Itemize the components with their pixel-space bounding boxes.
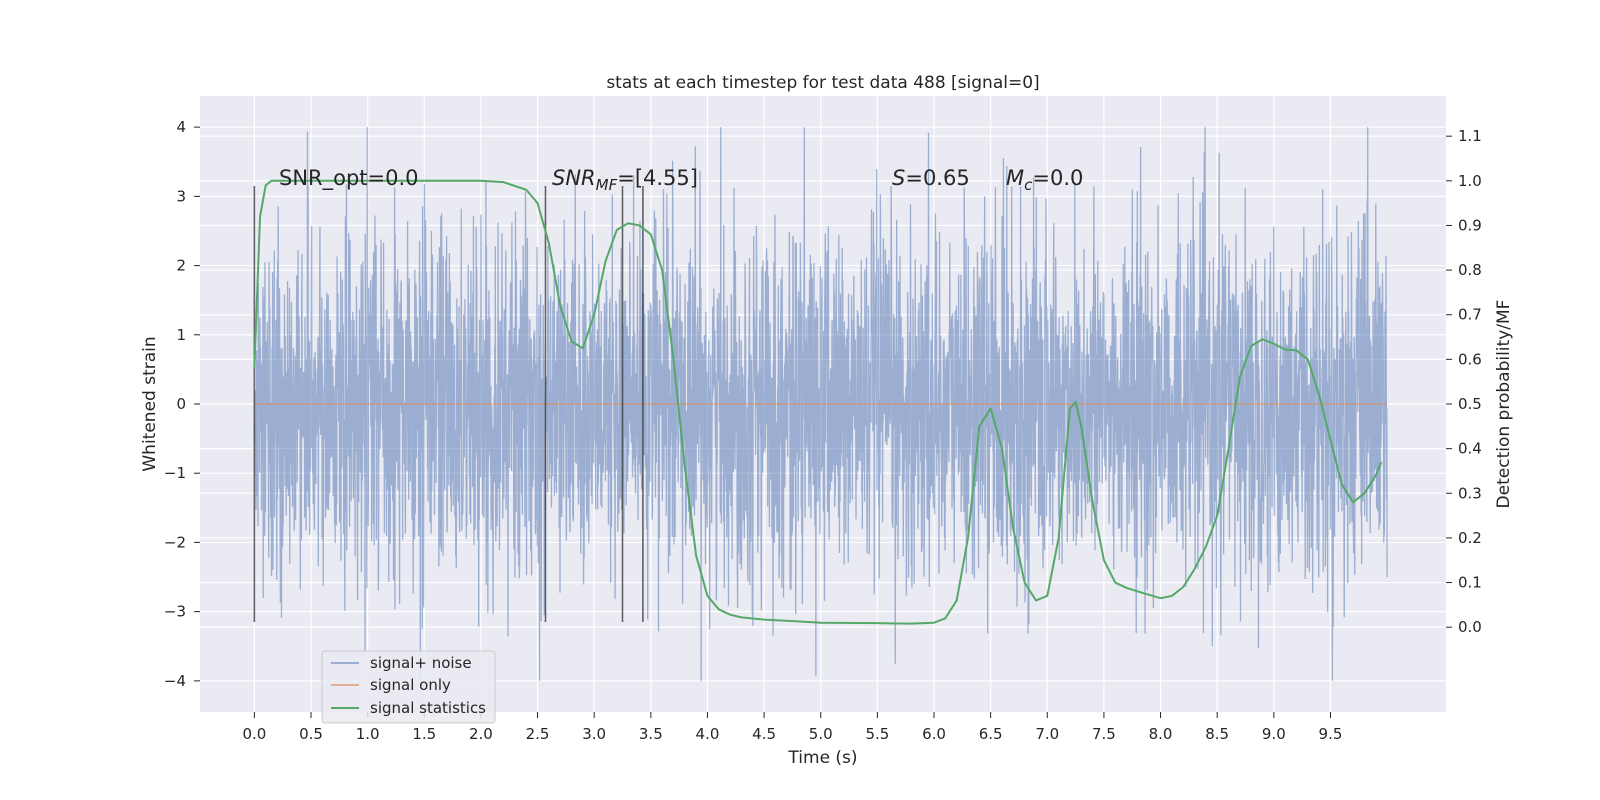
x-tick-label: 7.0: [1035, 725, 1059, 743]
signal-noise-series: [253, 127, 1388, 681]
x-tick-label: 0.0: [242, 725, 266, 743]
vertical-markers: [253, 185, 644, 623]
y-tick-label: 2: [176, 257, 186, 275]
x-tick-label: 4.0: [696, 725, 720, 743]
annotation-snr-mf-value: =[4.55]: [617, 166, 698, 190]
x-tick-label: 3.5: [639, 725, 663, 743]
y-tick-label: −4: [164, 672, 186, 690]
annotation-mc: Mc=0.0: [1006, 166, 1083, 194]
y-right-tick-label: 0.9: [1458, 216, 1482, 234]
x-tick-label: 7.5: [1092, 725, 1116, 743]
annotation-snr-mf-main: SNR: [552, 166, 596, 190]
annotation-snr-mf: SNRMF=[4.55]: [552, 166, 698, 194]
y-right-tick-label: 0.6: [1458, 350, 1482, 368]
x-tick-label: 0.5: [299, 725, 323, 743]
x-tick-label: 3.0: [582, 725, 606, 743]
y-right-tick-label: 0.7: [1458, 306, 1482, 324]
x-tick-label: 2.5: [526, 725, 550, 743]
y-tick-label: 4: [176, 118, 186, 136]
y-tick-label: 1: [176, 326, 186, 344]
x-tick-label: 6.5: [979, 725, 1003, 743]
x-tick-label: 9.5: [1319, 725, 1343, 743]
y-right-tick-label: 0.5: [1458, 395, 1482, 413]
x-tick-label: 1.0: [356, 725, 380, 743]
x-tick-label: 4.5: [752, 725, 776, 743]
legend-label-signal-only: signal only: [370, 676, 451, 694]
x-tick-label: 8.5: [1205, 725, 1229, 743]
signal-noise-line: [253, 127, 1388, 681]
x-axis-ticks: 0.0 0.5 1.0 1.5 2.0 2.5 3.0 3.5 4.0 4.5 5.0 5.5 6.0 6…: [242, 712, 1342, 743]
annotation-mc-main: M: [1006, 166, 1024, 190]
y-right-tick-label: 0.0: [1458, 618, 1482, 636]
signal-statistics-line: [253, 179, 1383, 625]
x-tick-label: 6.0: [922, 725, 946, 743]
x-axis-label: Time (s): [787, 748, 857, 768]
y-right-tick-label: 0.4: [1458, 440, 1482, 458]
annotations: SNR_opt=0.0 SNRMF=[4.55] S=0.65 Mc=0.0: [279, 166, 1083, 194]
annotation-snr-opt: SNR_opt=0.0: [279, 166, 419, 191]
x-tick-label: 5.5: [865, 725, 889, 743]
x-tick-label: 8.0: [1149, 725, 1173, 743]
y-tick-label: −2: [164, 533, 186, 551]
y-axis-label: Whitened strain: [140, 336, 160, 471]
y-right-tick-label: 0.1: [1458, 574, 1482, 592]
y-right-tick-label: 1.0: [1458, 172, 1482, 190]
y-right-tick-label: 0.2: [1458, 529, 1482, 547]
y-right-tick-label: 1.1: [1458, 127, 1482, 145]
legend-label-signal-noise: signal+ noise: [370, 654, 472, 672]
annotation-s-main: S: [892, 166, 905, 190]
legend-box: [321, 650, 496, 724]
y-tick-label: −1: [164, 464, 186, 482]
y-right-axis-ticks: 0.0 0.1 0.2 0.3 0.4 0.5 0.6 0.7 0.8 0.9 1.0 1.1: [1446, 127, 1482, 636]
annotation-mc-value: =0.0: [1032, 166, 1083, 190]
annotation-mc-sub: c: [1024, 176, 1033, 194]
chart-title: stats at each timestep for test data 488…: [606, 73, 1039, 93]
x-tick-label: 5.0: [809, 725, 833, 743]
y-tick-label: 3: [176, 187, 186, 205]
annotation-s: S=0.65: [892, 166, 970, 190]
y-tick-label: −3: [164, 603, 186, 621]
y-right-axis-label: Detection probability/MF: [1494, 300, 1514, 509]
y-tick-label: 0: [176, 395, 186, 413]
y-right-tick-label: 0.3: [1458, 484, 1482, 502]
y-right-tick-label: 0.8: [1458, 261, 1482, 279]
y-axis-ticks: −4 −3 −2 −1 0 1 2 3 4: [164, 118, 200, 690]
annotation-s-value: =0.65: [905, 166, 969, 190]
annotation-snr-mf-sub: MF: [596, 176, 618, 194]
x-tick-label: 9.0: [1262, 725, 1286, 743]
x-tick-label: 2.0: [469, 725, 493, 743]
legend: signal+ noise signal only signal statist…: [321, 650, 496, 724]
signal-statistics-series: [253, 179, 1383, 625]
legend-label-signal-statistics: signal statistics: [370, 699, 486, 717]
x-tick-label: 1.5: [412, 725, 436, 743]
